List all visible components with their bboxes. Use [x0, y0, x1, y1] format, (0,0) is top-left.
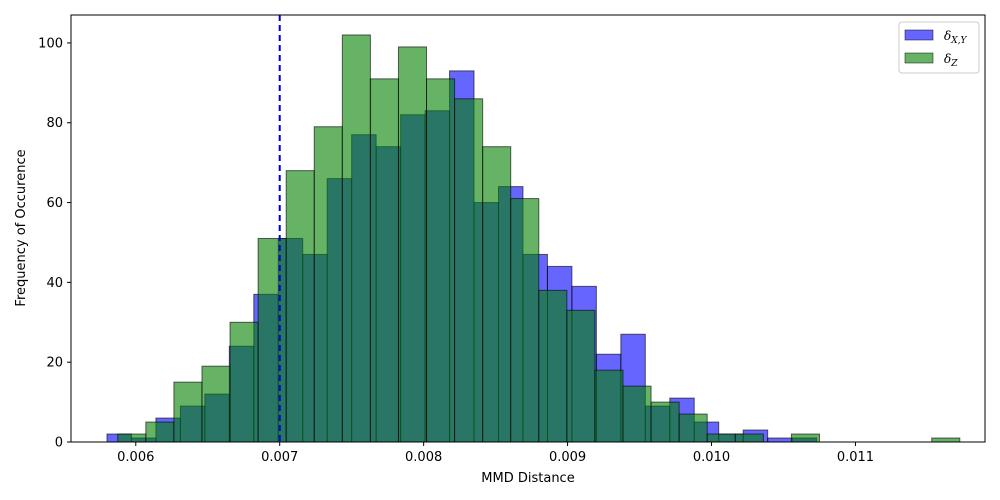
y-tick-label: 60 — [46, 196, 63, 211]
x-tick-label: 0.006 — [117, 450, 154, 465]
histogram-bar — [482, 146, 512, 443]
y-tick-label: 20 — [46, 356, 63, 371]
legend-label-series-0: δX,Y — [944, 29, 968, 46]
histogram-bar — [313, 126, 343, 443]
y-tick-label: 80 — [46, 116, 63, 131]
x-tick-label: 0.011 — [837, 450, 874, 465]
histogram-bar — [650, 401, 680, 443]
histogram-bar — [454, 98, 484, 443]
histogram-bar — [397, 46, 428, 443]
histogram-bar — [706, 433, 736, 443]
histogram-bar — [369, 78, 399, 443]
legend-label-series-1: δZ — [944, 52, 958, 69]
histogram-bar — [790, 433, 820, 443]
x-axis-ticks: 0.006 0.007 0.008 0.009 0.010 0.011 — [117, 442, 874, 465]
histogram-bar — [678, 413, 708, 443]
histogram-bar — [566, 309, 596, 443]
plot-frame — [70, 14, 986, 443]
histogram-bar — [341, 34, 371, 443]
x-tick-label: 0.007 — [261, 450, 298, 465]
y-axis-label: Frequency of Occurence — [14, 149, 29, 306]
histogram-bar — [145, 421, 175, 443]
x-tick-label: 0.009 — [549, 450, 586, 465]
x-tick-label: 0.010 — [693, 450, 730, 465]
histogram-bar — [117, 433, 147, 443]
x-tick-label: 0.008 — [405, 450, 442, 465]
histogram-bar — [622, 385, 652, 443]
histogram-bar — [594, 369, 624, 443]
histogram-bar — [257, 237, 287, 443]
histogram-bar — [173, 381, 203, 443]
y-tick-label: 100 — [38, 36, 63, 51]
histogram-bar — [734, 433, 764, 443]
y-axis-ticks: 0 20 40 60 80 100 — [38, 36, 71, 451]
x-axis-label: MMD Distance — [481, 471, 574, 486]
legend-swatch-series-0 — [904, 29, 934, 41]
bars-layer — [106, 34, 961, 443]
y-tick-label: 0 — [55, 436, 63, 451]
legend: δX,Y δZ — [898, 21, 980, 74]
legend-swatch-series-1 — [904, 52, 934, 64]
histogram-bar — [931, 437, 961, 443]
histogram-bar — [229, 321, 259, 443]
y-tick-label: 40 — [46, 276, 63, 291]
histogram-bar — [426, 78, 456, 443]
histogram-bar — [201, 365, 231, 443]
histogram-bar — [510, 198, 540, 443]
series-1-bars — [117, 34, 961, 443]
histogram-bar — [767, 437, 793, 443]
histogram-bar — [538, 289, 568, 443]
histogram-bar — [285, 170, 315, 443]
